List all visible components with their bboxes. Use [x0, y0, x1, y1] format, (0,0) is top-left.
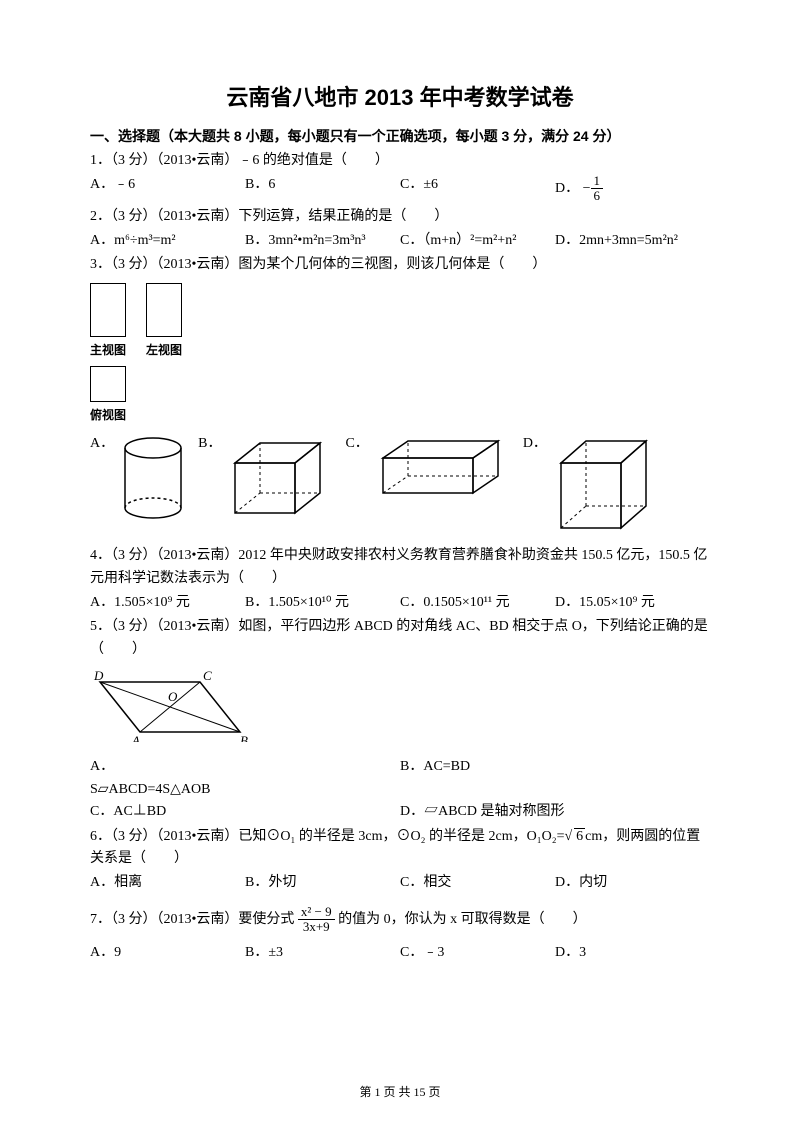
q5-opt-d: D．▱ABCD 是轴对称图形: [400, 801, 710, 823]
q5-a-prefix: A．: [90, 759, 114, 774]
question-2: 2．（3 分）（2013•云南）下列运算，结果正确的是（ ） A．m⁶÷m³=m…: [90, 206, 710, 253]
q4-opt-d: D．15.05×10⁹ 元: [555, 592, 710, 614]
q1-d-num: 1: [591, 174, 604, 189]
q6-opt-c: C．相交: [400, 872, 555, 894]
q3-opt-c: C．: [345, 433, 512, 503]
q3-options: A． B．: [90, 433, 710, 543]
vertex-b: B: [240, 733, 248, 742]
q1-opt-d-prefix: D．: [555, 181, 579, 196]
q2-opt-d: D．2mn+3mn=5m²n²: [555, 230, 710, 252]
q2-opt-a: A．m⁶÷m³=m²: [90, 230, 245, 252]
flat-cuboid-icon: [373, 433, 513, 503]
q5-opt-b: B．AC=BD: [400, 756, 710, 801]
q3-opt-d: D．: [523, 433, 661, 543]
q3-c-letter: C．: [345, 433, 368, 455]
q3-main-label: 主视图: [90, 341, 126, 360]
rect-icon: [146, 283, 182, 337]
q1-opt-b: B．6: [245, 174, 400, 204]
q3-main-view: 主视图: [90, 283, 126, 360]
page-footer: 第 1 页 共 15 页: [0, 1083, 800, 1102]
q7-stem: 7．（3 分）（2013•云南）要使分式 x² − 93x+9 的值为 0，你认…: [90, 905, 710, 935]
q6-stem: 6．（3 分）（2013•云南）已知⊙O₁ 的半径是 3cm，⊙O₂ 的半径是 …: [90, 826, 710, 871]
square-icon: [90, 366, 126, 402]
q1-opt-a: A．﹣6: [90, 174, 245, 204]
q1-d-den: 6: [591, 189, 604, 203]
q6-opt-b: B．外切: [245, 872, 400, 894]
q6-radicand: 6: [574, 828, 585, 844]
q7-stem-pre: 7．（3 分）（2013•云南）要使分式: [90, 912, 294, 927]
q4-stem: 4．（3 分）（2013•云南）2012 年中央财政安排农村义务教育营养膳食补助…: [90, 545, 710, 590]
vertex-o: O: [168, 689, 178, 704]
q5-a-formula: S▱ABCD=4S△AOB: [90, 782, 210, 797]
page-title: 云南省八地市 2013 年中考数学试卷: [90, 80, 710, 115]
q7-den: 3x+9: [298, 920, 335, 934]
q1-opt-d: D． −16: [555, 174, 710, 204]
q5-stem: 5．（3 分）（2013•云南）如图，平行四边形 ABCD 的对角线 AC、BD…: [90, 616, 710, 661]
q3-top-label: 俯视图: [90, 406, 126, 425]
q2-stem: 2．（3 分）（2013•云南）下列运算，结果正确的是（ ）: [90, 206, 710, 228]
question-3: 3．（3 分）（2013•云南）图为某个几何体的三视图，则该几何体是（ ） 主视…: [90, 254, 710, 543]
q6-opt-a: A．相离: [90, 872, 245, 894]
q7-opt-c: C．﹣3: [400, 942, 555, 964]
vertex-d: D: [93, 668, 104, 683]
q4-opt-c: C．0.1505×10¹¹ 元: [400, 592, 555, 614]
q3-b-letter: B．: [198, 433, 221, 455]
vertex-c: C: [203, 668, 212, 683]
q7-stem-post: 的值为 0，你认为 x 可取得数是（ ）: [338, 912, 587, 927]
q7-num: x² − 9: [298, 905, 335, 920]
question-7: 7．（3 分）（2013•云南）要使分式 x² − 93x+9 的值为 0，你认…: [90, 905, 710, 965]
q3-stem: 3．（3 分）（2013•云南）图为某个几何体的三视图，则该几何体是（ ）: [90, 254, 710, 276]
q3-left-view: 左视图: [146, 283, 182, 360]
cube-icon: [551, 433, 661, 543]
vertex-a: A: [131, 733, 140, 742]
parallelogram-icon: D C O A B: [90, 667, 270, 742]
q3-left-label: 左视图: [146, 341, 182, 360]
q6-stem-pre: 6．（3 分）（2013•云南）已知⊙O₁ 的半径是 3cm，⊙O₂ 的半径是 …: [90, 829, 564, 844]
section-header: 一、选择题（本大题共 8 小题，每小题只有一个正确选项，每小题 3 分，满分 2…: [90, 125, 710, 147]
q3-d-letter: D．: [523, 433, 547, 455]
question-5: 5．（3 分）（2013•云南）如图，平行四边形 ABCD 的对角线 AC、BD…: [90, 616, 710, 823]
q7-opt-a: A．9: [90, 942, 245, 964]
q3-top-view: 俯视图: [90, 366, 126, 425]
q5-opt-c: C．AC⊥BD: [90, 801, 400, 823]
q2-opt-b: B．3mn²•m²n=3m³n³: [245, 230, 400, 252]
question-6: 6．（3 分）（2013•云南）已知⊙O₁ 的半径是 3cm，⊙O₂ 的半径是 …: [90, 826, 710, 895]
rect-icon: [90, 283, 126, 337]
cylinder-icon: [118, 433, 188, 523]
q3-opt-a: A．: [90, 433, 188, 523]
question-4: 4．（3 分）（2013•云南）2012 年中央财政安排农村义务教育营养膳食补助…: [90, 545, 710, 614]
q6-opt-d: D．内切: [555, 872, 710, 894]
q1-stem: 1．（3 分）（2013•云南）﹣6 的绝对值是（ ）: [90, 150, 710, 172]
q5-opt-a: A． S▱ABCD=4S△AOB: [90, 756, 400, 801]
q1-opt-c: C．±6: [400, 174, 555, 204]
cuboid-icon: [225, 433, 335, 523]
q3-opt-b: B．: [198, 433, 335, 523]
q4-opt-b: B．1.505×10¹⁰ 元: [245, 592, 400, 614]
q7-opt-b: B．±3: [245, 942, 400, 964]
q7-opt-d: D．3: [555, 942, 710, 964]
question-1: 1．（3 分）（2013•云南）﹣6 的绝对值是（ ） A．﹣6 B．6 C．±…: [90, 150, 710, 204]
q3-a-letter: A．: [90, 433, 114, 455]
q2-opt-c: C．（m+n）²=m²+n²: [400, 230, 555, 252]
q4-opt-a: A．1.505×10⁹ 元: [90, 592, 245, 614]
